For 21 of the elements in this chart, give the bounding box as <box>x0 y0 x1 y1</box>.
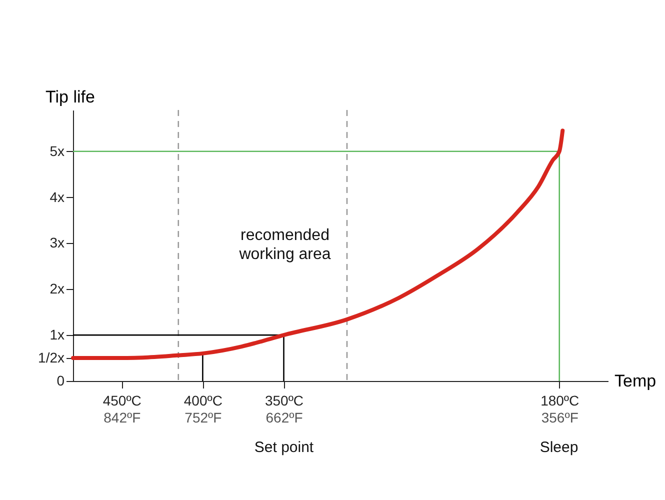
y-axis-title: Tip life <box>46 88 95 106</box>
x2-tick-label: 842ºF <box>104 410 141 426</box>
x2-tick-label: 662ºF <box>266 410 303 426</box>
x-tick-label: 180ºC <box>540 392 580 408</box>
x-axis-title: Temp <box>614 372 656 390</box>
text: Sleep <box>540 439 578 456</box>
y-tick-label: 3x <box>50 234 64 251</box>
annotation: recomended working area <box>238 227 331 263</box>
x-tick-label: 400ºC <box>184 392 222 408</box>
x-tick-label: 350ºC <box>264 392 304 408</box>
line-series <box>71 128 565 360</box>
x-tick-label: 450ºC <box>102 392 142 408</box>
y-tick-label: 5x <box>50 142 64 159</box>
x2-tick-label: 752ºF <box>184 410 222 426</box>
y-tick-label: 2x <box>50 280 64 297</box>
y-tick-label: 1x <box>50 326 64 343</box>
y-tick-label: 4x <box>50 188 64 205</box>
y-tick-label: 0 <box>56 372 65 388</box>
y-tick-label: 1/2x <box>38 350 64 366</box>
x2-tick-label: 356ºF <box>541 410 578 426</box>
text: Set point <box>254 439 314 456</box>
